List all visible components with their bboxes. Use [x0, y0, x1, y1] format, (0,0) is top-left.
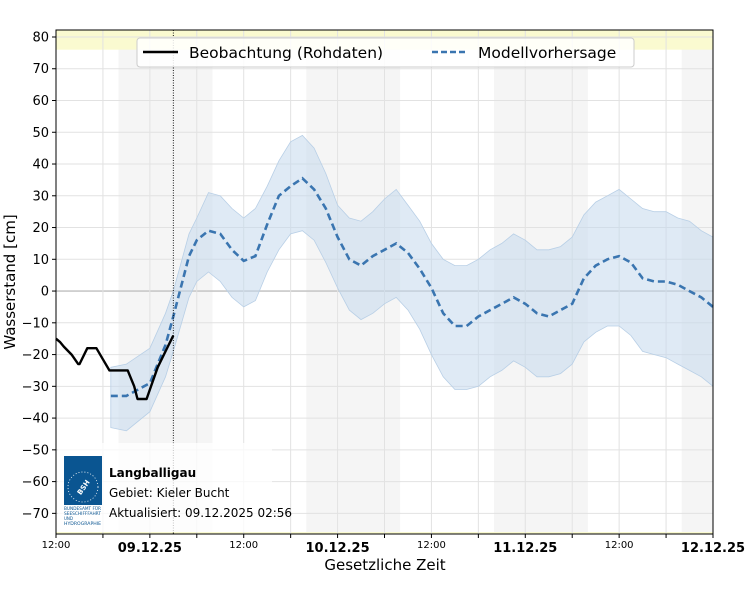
svg-text:UND: UND: [64, 516, 73, 521]
y-tick-label: 70: [32, 62, 49, 77]
area-label: Gebiet: Kieler Bucht: [109, 486, 230, 500]
y-tick-label: 0: [41, 285, 49, 300]
x-tick-label: 12:00: [605, 540, 634, 551]
x-tick-label: 12.12.25: [681, 541, 745, 556]
y-tick-label: 10: [32, 253, 49, 268]
bsh-logo: BSH BUNDESAMT FÜR SEESCHIFFFAHRT UND HYD…: [64, 456, 102, 526]
y-axis-label: Wasserstand [cm]: [1, 214, 19, 349]
y-tick-label: 50: [32, 126, 49, 141]
station-name: Langballigau: [109, 466, 196, 480]
x-tick-label: 09.12.25: [118, 541, 182, 556]
legend-frame: [136, 37, 635, 68]
logo-caption: BUNDESAMT FÜR SEESCHIFFFAHRT UND HYDROGR…: [64, 506, 102, 526]
legend-observation-label: Beobachtung (Rohdaten): [189, 44, 383, 62]
x-tick-label: 10.12.25: [305, 541, 369, 556]
x-tick-label: 12:00: [417, 540, 446, 551]
y-tick-label: 30: [32, 189, 49, 204]
forecast-line: [110, 176, 714, 398]
observation-line: [55, 334, 175, 401]
y-tick-label: −70: [22, 507, 49, 522]
y-tick-label: −50: [22, 443, 49, 458]
x-tick-label: 11.12.25: [493, 541, 557, 556]
svg-text:HYDROGRAPHIE: HYDROGRAPHIE: [64, 521, 102, 526]
y-tick-label: 20: [32, 221, 49, 236]
svg-text:SEESCHIFFFAHRT: SEESCHIFFFAHRT: [64, 511, 102, 516]
legend-forecast-label: Modellvorhersage: [478, 44, 616, 62]
y-tick-label: −10: [22, 316, 49, 331]
info-box: BSH BUNDESAMT FÜR SEESCHIFFFAHRT UND HYD…: [58, 443, 292, 532]
y-tick-label: −20: [22, 348, 49, 363]
y-tick-label: 40: [32, 158, 49, 173]
axes-layer: −70 −60 −50 −40 −30 −20 −10 0 10 20 30 40 50 60 70 80 12…: [22, 29, 745, 556]
y-tick-label: −30: [22, 380, 49, 395]
x-tick-label: 12:00: [229, 540, 258, 551]
x-tick-label: 12:00: [42, 540, 71, 551]
x-axis-label: Gesetzliche Zeit: [324, 556, 445, 574]
legend: Beobachtung (Rohdaten) Modellvorhersage: [136, 37, 635, 68]
svg-text:BUNDESAMT FÜR: BUNDESAMT FÜR: [64, 506, 101, 511]
y-tick-label: 60: [32, 94, 49, 109]
updated-label: Aktualisiert: 09.12.2025 02:56: [109, 506, 292, 520]
y-tick-label: −40: [22, 412, 49, 427]
y-tick-label: 80: [32, 30, 49, 45]
y-tick-label: −60: [22, 475, 49, 490]
